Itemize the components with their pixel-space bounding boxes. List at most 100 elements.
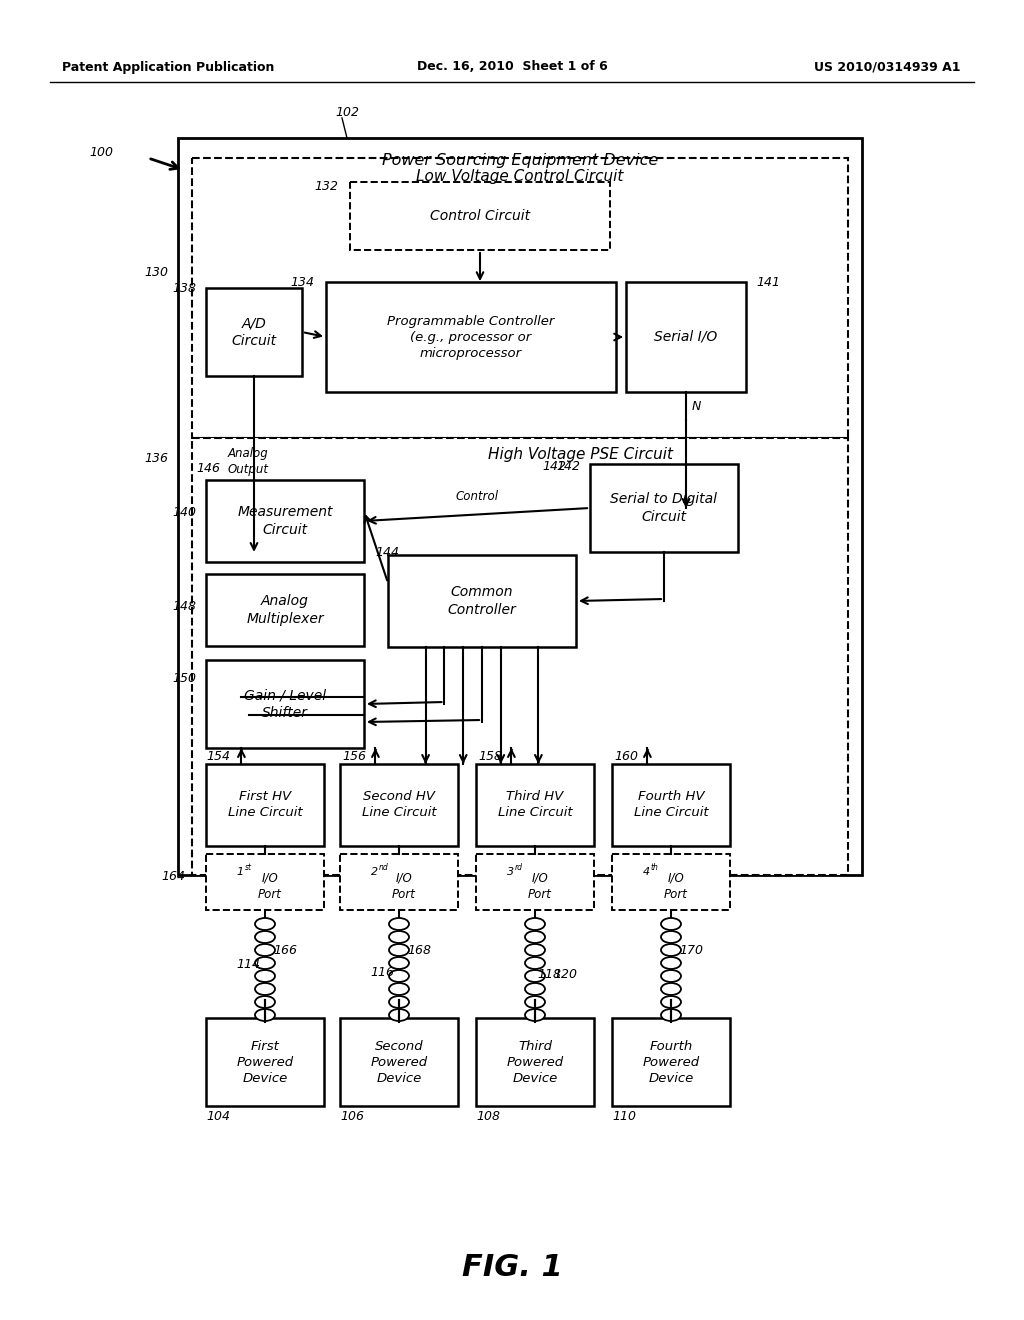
Text: 150: 150 [172,672,196,685]
Ellipse shape [389,1008,409,1020]
Bar [476,854,594,909]
Text: Power Sourcing Equipment Device: Power Sourcing Equipment Device [382,153,658,168]
Ellipse shape [662,1008,681,1020]
Text: 142: 142 [542,459,566,473]
Text: 164: 164 [161,870,185,883]
Text: 100: 100 [89,145,113,158]
Text: 2: 2 [371,867,378,876]
Text: 108: 108 [476,1110,500,1122]
Ellipse shape [525,1008,545,1020]
Ellipse shape [662,970,681,982]
Text: Dec. 16, 2010  Sheet 1 of 6: Dec. 16, 2010 Sheet 1 of 6 [417,61,607,74]
Text: 142: 142 [556,459,580,473]
Text: A/D
Circuit: A/D Circuit [231,317,276,347]
Text: 156: 156 [342,750,366,763]
Text: 144: 144 [375,545,399,558]
Ellipse shape [255,917,275,931]
Bar [206,854,324,909]
Text: Second
Powered
Device: Second Powered Device [371,1040,428,1085]
Text: 154: 154 [206,750,230,763]
Text: 3: 3 [507,867,514,876]
Bar [193,158,848,438]
Bar [340,1018,458,1106]
Text: 146: 146 [196,462,220,474]
Text: 130: 130 [144,265,168,279]
Ellipse shape [389,970,409,982]
Text: Third
Powered
Device: Third Powered Device [507,1040,563,1085]
Bar [206,660,364,748]
Ellipse shape [525,970,545,982]
Ellipse shape [389,931,409,942]
Text: Programmable Controller
(e.g., processor or
microprocessor: Programmable Controller (e.g., processor… [387,314,555,359]
Text: 134: 134 [290,276,314,289]
Ellipse shape [662,944,681,956]
Text: Measurement
Circuit: Measurement Circuit [238,506,333,537]
Ellipse shape [662,983,681,995]
Ellipse shape [389,944,409,956]
Ellipse shape [255,1008,275,1020]
Text: Control Circuit: Control Circuit [430,209,530,223]
Text: 160: 160 [614,750,638,763]
Ellipse shape [389,957,409,969]
Bar [476,764,594,846]
Ellipse shape [389,997,409,1008]
Bar [612,764,730,846]
Text: 136: 136 [144,451,168,465]
Ellipse shape [662,957,681,969]
Text: Analog
Output: Analog Output [227,447,268,477]
Text: 170: 170 [679,944,703,957]
Text: 158: 158 [478,750,502,763]
Text: 132: 132 [314,181,338,194]
Text: Gain / Level
Shifter: Gain / Level Shifter [244,688,326,719]
Ellipse shape [525,944,545,956]
Text: th: th [651,863,658,873]
Text: Serial I/O: Serial I/O [654,330,718,345]
Text: 110: 110 [612,1110,636,1122]
Text: I/O
Port: I/O Port [392,871,416,900]
Text: Second HV
Line Circuit: Second HV Line Circuit [361,791,436,820]
Text: Analog
Multiplexer: Analog Multiplexer [246,594,324,626]
Bar [326,282,616,392]
Bar [206,480,364,562]
Text: FIG. 1: FIG. 1 [462,1254,562,1283]
Text: Control: Control [456,490,499,503]
Text: 120: 120 [553,969,577,982]
Text: Fourth
Powered
Device: Fourth Powered Device [642,1040,699,1085]
Bar [193,438,848,875]
Text: 106: 106 [340,1110,364,1122]
Bar [388,554,575,647]
Text: 1: 1 [237,867,244,876]
Text: Fourth HV
Line Circuit: Fourth HV Line Circuit [634,791,709,820]
Ellipse shape [525,917,545,931]
Text: N: N [691,400,700,412]
Ellipse shape [525,997,545,1008]
Text: 141: 141 [756,276,780,289]
Text: 138: 138 [172,281,196,294]
Text: 116: 116 [370,965,394,978]
Text: 118: 118 [537,969,561,982]
Text: 104: 104 [206,1110,230,1122]
Ellipse shape [255,997,275,1008]
Text: Patent Application Publication: Patent Application Publication [62,61,274,74]
Text: st: st [245,863,252,873]
Bar [340,764,458,846]
Text: I/O
Port: I/O Port [528,871,552,900]
Text: Serial to Digital
Circuit: Serial to Digital Circuit [610,492,718,524]
Text: 148: 148 [172,601,196,614]
Ellipse shape [662,917,681,931]
Text: 4: 4 [643,867,650,876]
Ellipse shape [525,957,545,969]
Text: 102: 102 [335,106,359,119]
Text: High Voltage PSE Circuit: High Voltage PSE Circuit [487,447,673,462]
Ellipse shape [389,917,409,931]
Text: First HV
Line Circuit: First HV Line Circuit [227,791,302,820]
Text: 114: 114 [236,958,260,972]
Ellipse shape [525,983,545,995]
Ellipse shape [255,944,275,956]
Bar [206,1018,324,1106]
Ellipse shape [525,931,545,942]
Ellipse shape [255,957,275,969]
Text: Low Voltage Control Circuit: Low Voltage Control Circuit [417,169,624,183]
Text: I/O
Port: I/O Port [258,871,282,900]
Ellipse shape [255,931,275,942]
